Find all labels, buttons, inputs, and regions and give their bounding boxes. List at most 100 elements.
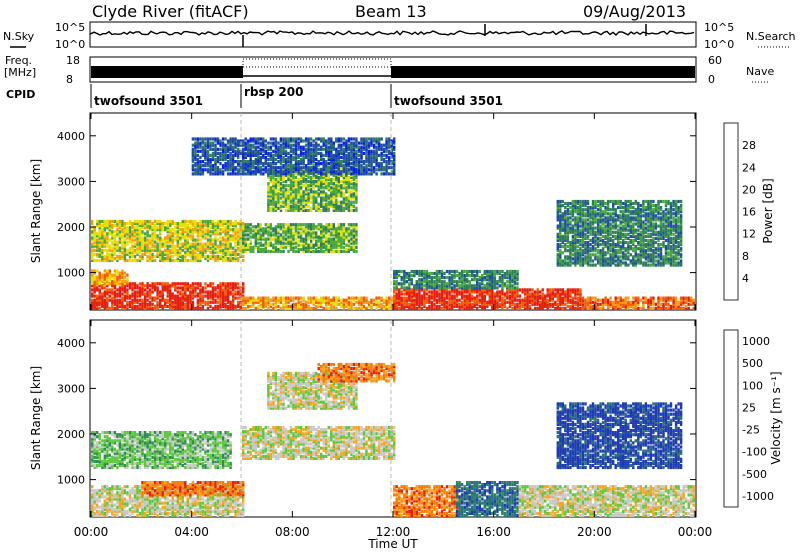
power-cell bbox=[121, 222, 124, 226]
power-cell bbox=[186, 230, 189, 234]
power-cell bbox=[199, 232, 202, 236]
power-cell bbox=[206, 219, 210, 224]
power-cell bbox=[591, 208, 595, 212]
power-cell bbox=[556, 226, 559, 230]
power-cell bbox=[448, 284, 451, 288]
power-cell bbox=[466, 269, 469, 274]
power-cell bbox=[518, 288, 522, 292]
power-cell bbox=[269, 180, 273, 184]
power-cell bbox=[561, 214, 564, 218]
power-cell bbox=[491, 274, 494, 278]
power-cell bbox=[569, 288, 572, 292]
power-cell bbox=[483, 296, 486, 300]
power-cell bbox=[428, 274, 431, 278]
power-cell bbox=[430, 292, 434, 296]
power-cell bbox=[599, 218, 602, 222]
power-cell bbox=[133, 244, 137, 248]
power-cell bbox=[247, 298, 250, 302]
power-cell bbox=[201, 234, 205, 238]
power-cell bbox=[199, 294, 202, 298]
power-cell bbox=[133, 256, 137, 261]
power-cell bbox=[400, 306, 403, 310]
power-cell bbox=[606, 206, 610, 210]
power-cell bbox=[106, 238, 109, 242]
power-cell bbox=[601, 210, 605, 214]
power-cell bbox=[274, 202, 278, 206]
power-cell bbox=[604, 259, 607, 263]
power-cell bbox=[481, 288, 484, 292]
power-cell bbox=[612, 261, 615, 265]
power-cell bbox=[340, 208, 343, 212]
power-cell bbox=[612, 255, 615, 259]
power-cell bbox=[219, 300, 222, 304]
power-cell bbox=[624, 226, 627, 230]
power-cell bbox=[153, 219, 157, 224]
power-cell bbox=[672, 302, 675, 306]
power-cell bbox=[596, 214, 600, 218]
power-cell bbox=[584, 304, 587, 308]
power-cell bbox=[131, 234, 134, 238]
power-cell bbox=[569, 240, 572, 245]
power-cell bbox=[237, 222, 240, 226]
power-cell bbox=[546, 290, 549, 294]
power-cell bbox=[108, 244, 111, 248]
power-cell bbox=[410, 304, 413, 308]
power-cell bbox=[143, 236, 147, 240]
power-cell bbox=[101, 248, 104, 252]
power-cell bbox=[98, 296, 101, 300]
power-cell bbox=[221, 300, 225, 304]
power-cell bbox=[443, 288, 446, 292]
power-cell bbox=[113, 250, 117, 254]
power-cell bbox=[204, 219, 207, 224]
power-cell bbox=[292, 247, 295, 251]
power-cell bbox=[539, 290, 542, 294]
power-cell bbox=[435, 300, 439, 304]
power-cell bbox=[121, 271, 124, 275]
power-cell bbox=[121, 300, 124, 304]
power-cell bbox=[174, 286, 177, 290]
power-cell bbox=[108, 232, 111, 236]
power-cell bbox=[388, 296, 391, 300]
power-cell bbox=[584, 300, 587, 304]
power-cell bbox=[229, 244, 232, 248]
power-cell bbox=[340, 245, 343, 249]
power-cell bbox=[226, 300, 230, 304]
power-cell bbox=[191, 296, 195, 300]
power-cell bbox=[612, 208, 615, 212]
power-cell bbox=[405, 276, 408, 280]
power-cell bbox=[398, 282, 401, 286]
power-cell bbox=[627, 306, 630, 310]
power-cell bbox=[196, 256, 200, 261]
power-cell bbox=[355, 188, 358, 192]
power-cell bbox=[561, 236, 564, 240]
power-cell bbox=[508, 304, 512, 308]
power-cell bbox=[269, 298, 273, 302]
power-cell bbox=[249, 249, 252, 253]
power-cell bbox=[355, 245, 358, 249]
power-cell bbox=[571, 228, 575, 232]
power-cell bbox=[189, 290, 192, 294]
power-cell bbox=[231, 296, 235, 300]
power-cell bbox=[455, 282, 459, 286]
power-cell bbox=[216, 284, 220, 288]
power-cell bbox=[564, 306, 567, 310]
power-cell bbox=[103, 226, 106, 230]
power-cell bbox=[126, 296, 129, 300]
power-cell bbox=[148, 246, 152, 250]
power-cell bbox=[317, 182, 320, 186]
power-cell bbox=[196, 252, 200, 256]
power-cell bbox=[619, 204, 622, 208]
power-cell bbox=[612, 304, 615, 308]
power-cell bbox=[612, 240, 615, 245]
power-cell bbox=[498, 284, 502, 288]
power-cell bbox=[413, 292, 416, 296]
power-cell bbox=[315, 225, 318, 229]
power-cell bbox=[307, 225, 310, 229]
power-cell bbox=[111, 279, 114, 283]
power-cell bbox=[106, 234, 109, 238]
power-cell bbox=[141, 298, 144, 302]
power-cell bbox=[184, 286, 187, 290]
power-cell bbox=[116, 230, 119, 234]
power-cell bbox=[264, 229, 267, 233]
power-cell bbox=[476, 288, 479, 292]
